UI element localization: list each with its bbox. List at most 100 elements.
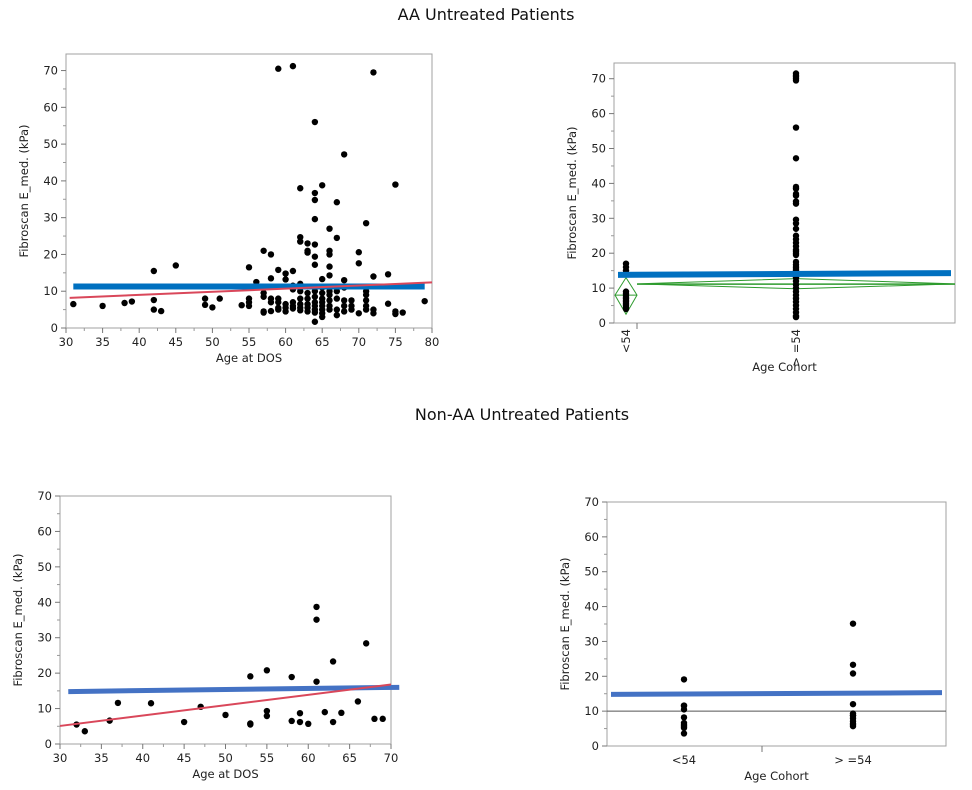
x-axis-label: Age at DOS <box>216 351 282 365</box>
data-point <box>792 185 800 192</box>
data-point <box>338 709 345 717</box>
plot-frame <box>606 501 947 747</box>
data-point <box>355 310 362 317</box>
category-label: <54 <box>672 753 696 767</box>
data-point <box>379 715 386 723</box>
chart-2: 0 10 20 30 40 50 60 70 Fibroscan E_med. (kPa) Age… <box>565 62 956 374</box>
x-tick-label: 30 <box>53 751 68 765</box>
data-point <box>370 273 377 280</box>
data-point <box>304 295 311 302</box>
data-point <box>392 310 399 318</box>
plot-frame <box>59 495 392 745</box>
x-tick-label: 55 <box>242 335 257 349</box>
data-point <box>311 196 319 204</box>
data-point <box>238 301 245 309</box>
data-point <box>245 302 253 310</box>
data-point <box>384 271 392 278</box>
data-point <box>201 301 209 309</box>
y-axis-label: Fibroscan E_med. (kPa) <box>565 126 579 259</box>
section-title-non-aa: Non-AA Untreated Patients <box>415 405 629 424</box>
data-point <box>99 302 106 310</box>
data-point <box>362 297 370 304</box>
data-point <box>792 192 800 199</box>
x-tick-label: 60 <box>278 335 293 349</box>
data-point <box>311 189 319 197</box>
data-point <box>348 297 355 304</box>
x-tick-label: 50 <box>205 335 220 349</box>
data-point <box>267 299 275 306</box>
data-point <box>333 234 341 242</box>
data-point <box>311 288 319 295</box>
data-point <box>680 730 688 737</box>
y-tick-label: 70 <box>37 489 52 503</box>
data-point <box>275 306 282 313</box>
data-point <box>260 247 267 254</box>
data-point <box>311 241 319 248</box>
data-point <box>849 670 857 677</box>
data-point <box>333 295 341 302</box>
data-point <box>267 251 275 258</box>
y-tick-label: 40 <box>591 176 606 190</box>
data-point <box>329 658 337 665</box>
data-point <box>247 721 254 728</box>
data-point <box>245 264 253 271</box>
data-point <box>260 309 267 316</box>
x-axis-label: Age Cohort <box>744 769 809 783</box>
data-point <box>849 700 857 708</box>
data-point <box>326 263 333 270</box>
data-point <box>319 313 326 321</box>
x-tick-label: 40 <box>135 751 150 765</box>
data-point <box>260 293 267 300</box>
x-tick-label: 35 <box>95 335 110 349</box>
y-tick-label: 0 <box>599 316 606 330</box>
y-tick-label: 10 <box>591 281 606 295</box>
data-point <box>263 712 271 720</box>
x-axis-label: Age at DOS <box>192 767 258 781</box>
data-point <box>326 251 333 258</box>
data-point <box>849 722 857 730</box>
data-point <box>313 678 320 685</box>
data-point <box>340 308 348 315</box>
data-point <box>297 238 304 245</box>
data-point <box>128 298 136 305</box>
data-point <box>680 714 688 721</box>
x-tick-label: 35 <box>94 751 109 765</box>
data-point <box>792 251 800 259</box>
y-tick-label: 50 <box>37 560 52 574</box>
data-point <box>326 306 333 313</box>
data-point <box>355 249 362 256</box>
data-point <box>282 276 289 283</box>
regression-line <box>59 683 392 727</box>
data-point <box>680 706 688 713</box>
regression-line <box>69 281 433 299</box>
data-point <box>311 261 319 268</box>
data-point <box>216 295 223 302</box>
data-point <box>267 307 275 315</box>
y-tick-label: 20 <box>43 247 58 261</box>
data-point <box>288 673 295 681</box>
y-tick-label: 70 <box>591 72 606 86</box>
data-point <box>354 698 362 705</box>
y-axis-label: Fibroscan E_med. (kPa) <box>17 124 31 257</box>
x-tick-label: 65 <box>342 751 357 765</box>
data-point <box>370 69 377 76</box>
data-point <box>267 275 275 282</box>
data-point <box>282 308 289 315</box>
y-tick-label: 10 <box>43 284 58 298</box>
data-point <box>297 288 304 295</box>
data-point <box>304 240 311 247</box>
data-point <box>333 306 341 313</box>
data-point <box>680 724 688 732</box>
y-tick-label: 60 <box>43 100 58 114</box>
data-point <box>297 233 304 241</box>
data-point <box>311 118 319 126</box>
data-point <box>392 181 399 188</box>
data-point <box>263 667 271 674</box>
y-tick-label: 60 <box>37 524 52 538</box>
x-tick-label: 70 <box>384 751 399 765</box>
data-point <box>304 289 311 297</box>
y-tick-label: 50 <box>591 142 606 156</box>
category-label: <54 <box>619 329 633 353</box>
data-point <box>326 272 333 279</box>
y-tick-label: 0 <box>51 321 58 335</box>
